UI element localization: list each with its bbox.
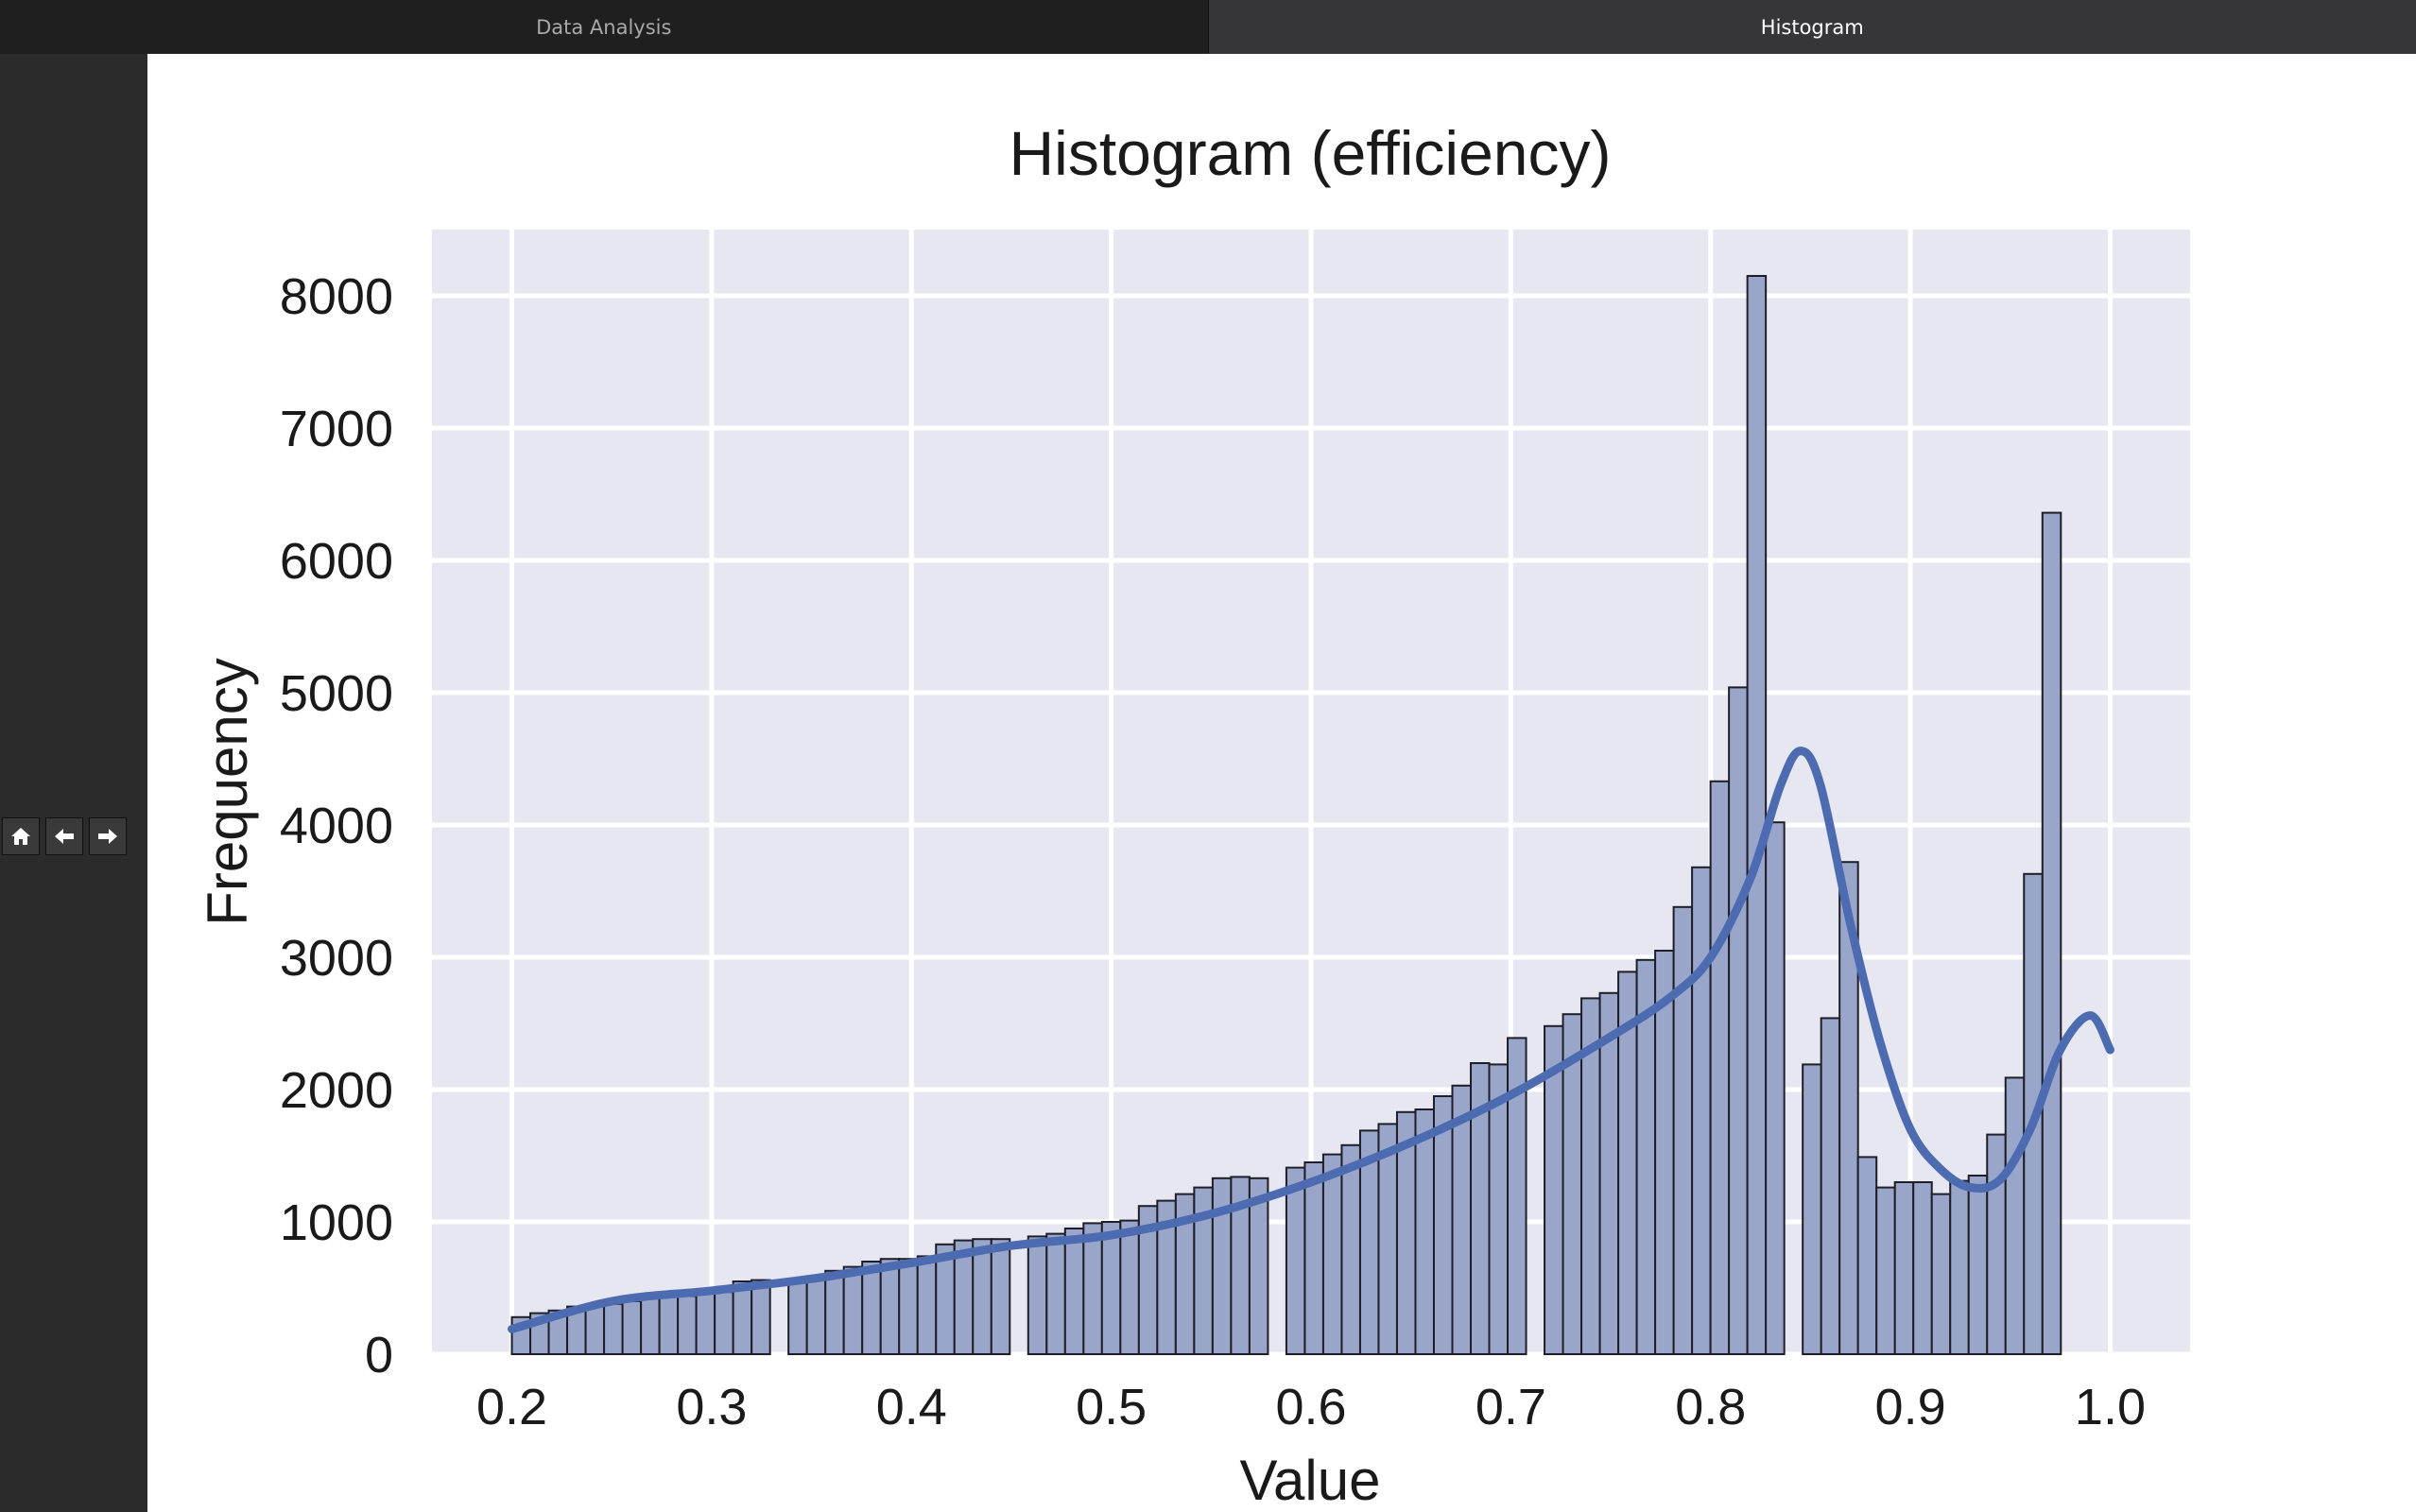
histogram-bar	[1709, 780, 1731, 1355]
histogram-bar	[1285, 1166, 1306, 1355]
x-tick-label: 0.7	[1475, 1379, 1546, 1435]
histogram-bar	[1303, 1161, 1324, 1355]
histogram-bar	[584, 1304, 606, 1355]
histogram-chart: 0.2 0.3 0.4 0.5 0.6 0.7 0.8 0.9 1.0 0 1000 2000 300…	[196, 118, 2190, 1512]
histogram-bar	[1340, 1143, 1361, 1356]
histogram-bar	[1045, 1232, 1066, 1355]
histogram-bars	[510, 275, 2062, 1356]
histogram-bar	[805, 1275, 827, 1356]
histogram-bar	[916, 1255, 938, 1356]
histogram-bar	[1875, 1186, 1896, 1355]
histogram-bar	[658, 1295, 680, 1356]
histogram-bar	[898, 1258, 919, 1355]
forward-button[interactable]	[89, 817, 127, 855]
y-tick-label: 7000	[280, 401, 393, 457]
arrow-left-icon	[55, 829, 74, 844]
y-tick-label: 2000	[280, 1062, 393, 1119]
y-axis-label: Frequency	[196, 658, 259, 925]
histogram-bar	[1728, 686, 1749, 1355]
left-sidebar	[0, 54, 147, 1512]
histogram-bar	[1027, 1235, 1048, 1356]
arrow-right-icon	[98, 829, 117, 844]
histogram-bar	[879, 1258, 901, 1355]
chart-title: Histogram (efficiency)	[1010, 118, 1612, 188]
histogram-bar	[1856, 1156, 1878, 1356]
y-tick-label: 4000	[280, 798, 393, 854]
x-tick-label: 0.8	[1675, 1379, 1746, 1435]
histogram-bar	[1820, 1017, 1841, 1356]
histogram-bar	[640, 1295, 661, 1356]
x-tick-labels: 0.2 0.3 0.4 0.5 0.6 0.7 0.8 0.9 1.0	[476, 1379, 2146, 1435]
x-tick-label: 0.2	[476, 1379, 547, 1435]
histogram-bar	[1598, 991, 1620, 1355]
x-axis-label: Value	[1239, 1449, 1380, 1512]
histogram-bar	[1949, 1179, 1970, 1355]
histogram-bar	[1082, 1222, 1103, 1356]
home-button[interactable]	[2, 817, 40, 855]
histogram-bar	[1967, 1175, 1989, 1355]
back-button[interactable]	[45, 817, 83, 855]
histogram-bar	[732, 1280, 753, 1355]
y-tick-label: 3000	[280, 930, 393, 987]
histogram-bar	[1100, 1221, 1122, 1355]
histogram-bar	[1063, 1228, 1085, 1355]
histogram-bar	[1321, 1153, 1343, 1355]
histogram-bar	[1893, 1181, 1915, 1355]
histogram-bar	[603, 1302, 624, 1356]
histogram-bar	[1986, 1133, 2007, 1355]
x-tick-label: 0.3	[676, 1379, 747, 1435]
histogram-bar	[714, 1291, 734, 1355]
tab-data-analysis[interactable]: Data Analysis	[536, 15, 672, 39]
histogram-bar	[990, 1238, 1011, 1355]
home-icon	[11, 828, 30, 845]
histogram-bar	[1248, 1177, 1269, 1356]
histogram-bar	[972, 1238, 992, 1355]
histogram-bar	[677, 1295, 698, 1356]
histogram-bar	[1672, 905, 1694, 1355]
y-tick-label: 8000	[280, 268, 393, 325]
histogram-bar	[1691, 866, 1712, 1355]
histogram-bar	[1930, 1193, 1952, 1355]
x-tick-label: 0.4	[876, 1379, 947, 1435]
histogram-bar	[1507, 1037, 1527, 1356]
histogram-bar	[2004, 1076, 2026, 1356]
histogram-bar	[695, 1292, 716, 1355]
histogram-bar	[787, 1278, 808, 1355]
x-tick-label: 1.0	[2075, 1379, 2146, 1435]
histogram-bar	[1211, 1177, 1233, 1356]
x-tick-label: 0.9	[1875, 1379, 1946, 1435]
histogram-bar	[1838, 861, 1859, 1355]
histogram-bar	[842, 1265, 864, 1355]
y-tick-label: 1000	[280, 1194, 393, 1251]
tab-histogram[interactable]: Histogram	[1207, 0, 2416, 54]
histogram-bar	[824, 1269, 845, 1356]
histogram-bar	[621, 1300, 643, 1355]
tab-bar: Data Analysis Histogram	[0, 0, 2416, 55]
histogram-bar	[751, 1279, 771, 1355]
histogram-bar	[1414, 1108, 1435, 1355]
histogram-bar	[861, 1261, 882, 1355]
y-tick-label: 0	[365, 1327, 393, 1383]
histogram-bar	[1119, 1219, 1140, 1355]
navigation-toolbar	[2, 817, 127, 855]
x-tick-label: 0.5	[1076, 1379, 1147, 1435]
figure-canvas: 0.2 0.3 0.4 0.5 0.6 0.7 0.8 0.9 1.0 0 1000 2000 300…	[147, 54, 2416, 1512]
x-tick-label: 0.6	[1275, 1379, 1346, 1435]
histogram-bar	[1746, 275, 1768, 1355]
y-tick-label: 6000	[280, 533, 393, 590]
histogram-bar	[1765, 821, 1786, 1355]
histogram-bar	[2041, 511, 2062, 1356]
y-tick-label: 5000	[280, 665, 393, 722]
histogram-bar	[1802, 1063, 1822, 1356]
y-tick-labels: 0 1000 2000 3000 4000 5000 6000 7000 8000	[280, 268, 393, 1383]
kde-curve	[508, 747, 2114, 1333]
histogram-bar	[1912, 1181, 1933, 1355]
